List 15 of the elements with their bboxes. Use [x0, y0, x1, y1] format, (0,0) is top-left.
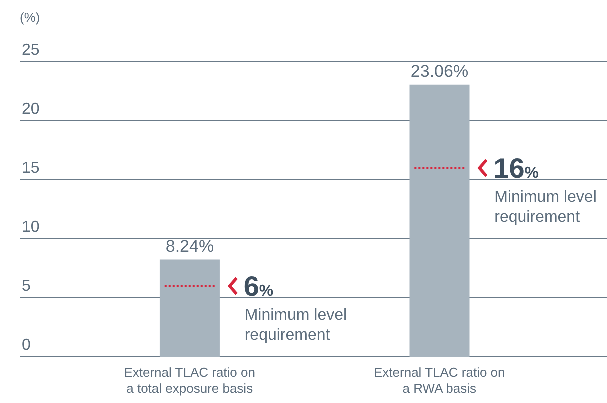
y-tick-label: 20	[22, 101, 40, 118]
ref-line-label: 6%	[244, 271, 274, 302]
data-label: 23.06%	[410, 62, 469, 81]
ref-line-label: 16%	[494, 153, 540, 184]
annotation: Minimum level requirement	[494, 189, 597, 226]
y-tick-label: 5	[22, 278, 31, 295]
y-tick-label: 10	[22, 219, 40, 236]
annotation: Minimum level requirement	[244, 307, 348, 344]
x-tick-label: External TLAC ratio on a RWA basis	[374, 365, 506, 396]
y-tick-label: 25	[22, 42, 40, 59]
y-tick-label: 0	[22, 337, 31, 354]
x-tick-label: External TLAC ratio on a total exposure basis	[124, 365, 256, 396]
y-axis-title: (%)	[20, 10, 40, 25]
data-label: 8.24%	[166, 236, 214, 256]
y-tick-label: 15	[22, 160, 40, 177]
